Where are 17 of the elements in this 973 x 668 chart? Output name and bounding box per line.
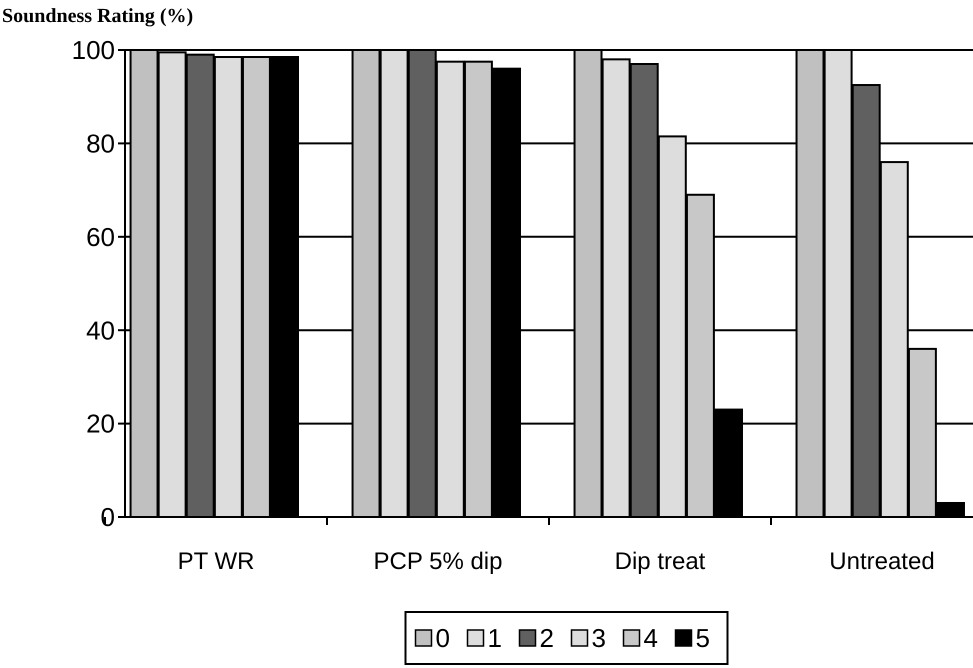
y-axis-title: Soundness Rating (%) [2,5,194,27]
y-tick-label: 20 [86,408,115,439]
legend-label: 0 [436,623,450,654]
y-tick-label: 0 [100,502,115,532]
legend-label: 5 [696,623,710,654]
y-tick-label: 40 [86,315,115,346]
legend-label: 4 [644,623,658,654]
legend-label: 3 [592,623,606,654]
legend-label: 1 [488,623,502,654]
x-tick-label: PT WR [178,548,254,575]
x-tick-label: Untreated [829,548,935,575]
legend-label: 2 [540,623,554,654]
y-tick-label: 60 [86,222,115,252]
y-tick-label: 80 [86,128,115,158]
y-tick-label: 100 [72,35,115,66]
x-tick-label: Dip treat [614,548,706,575]
x-tick-label: PCP 5% dip [374,548,502,575]
